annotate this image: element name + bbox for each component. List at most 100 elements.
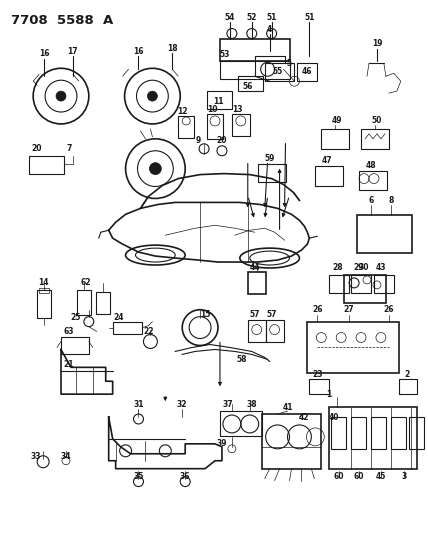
Text: 20: 20 [31, 144, 42, 154]
Text: 57: 57 [266, 310, 277, 319]
Bar [258, 164, 285, 182]
Bar [309, 379, 329, 394]
Text: 56: 56 [243, 82, 253, 91]
Bar [207, 114, 223, 139]
Bar [307, 321, 399, 373]
Circle shape [147, 91, 158, 101]
Text: 34: 34 [61, 453, 71, 461]
Text: 8: 8 [388, 196, 393, 205]
Text: 4: 4 [267, 25, 272, 34]
Bar [321, 129, 349, 149]
Text: 39: 39 [217, 439, 227, 448]
Bar [96, 292, 110, 314]
Text: 63: 63 [64, 327, 74, 336]
Bar [61, 336, 89, 354]
Text: 55: 55 [273, 67, 283, 76]
Bar [29, 156, 64, 174]
Text: 36: 36 [180, 472, 190, 481]
Bar [220, 39, 289, 61]
Text: 46: 46 [302, 67, 312, 76]
Text: 28: 28 [332, 263, 342, 272]
Text: 30: 30 [359, 263, 369, 272]
Bar [265, 63, 294, 81]
Text: 45: 45 [376, 472, 386, 481]
Text: 37: 37 [223, 400, 233, 409]
Bar [113, 321, 143, 334]
Bar [297, 63, 317, 81]
Text: 19: 19 [372, 39, 382, 48]
Text: 32: 32 [177, 400, 187, 409]
Text: 49: 49 [332, 116, 342, 125]
Text: 9: 9 [196, 136, 201, 146]
Bar [266, 320, 283, 342]
Bar [399, 379, 417, 394]
Text: 23: 23 [312, 370, 323, 379]
Bar [39, 288, 49, 293]
Text: 42: 42 [299, 413, 310, 422]
Text: 2: 2 [404, 370, 409, 379]
Bar [248, 320, 266, 342]
Bar [374, 275, 394, 293]
Text: 62: 62 [80, 278, 91, 287]
Text: 11: 11 [213, 96, 223, 106]
Text: 47: 47 [322, 156, 333, 165]
Text: 6: 6 [369, 196, 374, 205]
Text: 26: 26 [312, 305, 323, 314]
Bar [178, 116, 194, 138]
Text: 10: 10 [207, 104, 217, 114]
Text: 60: 60 [334, 472, 345, 481]
Text: 33: 33 [31, 453, 42, 461]
Text: 57: 57 [250, 310, 260, 319]
Text: 7708  5588  A: 7708 5588 A [11, 14, 113, 27]
Bar [315, 166, 343, 185]
Text: 48: 48 [366, 161, 376, 170]
Bar [232, 114, 250, 136]
Text: 12: 12 [177, 107, 187, 116]
Text: 18: 18 [167, 44, 178, 53]
Text: 40: 40 [329, 413, 339, 422]
Bar [248, 272, 266, 294]
Text: 7: 7 [66, 144, 71, 154]
Circle shape [56, 91, 66, 101]
Bar [357, 215, 412, 253]
Text: 1: 1 [327, 390, 332, 399]
Bar [220, 61, 289, 79]
Text: 14: 14 [38, 278, 48, 287]
Text: 24: 24 [113, 313, 124, 322]
Bar [351, 275, 371, 293]
Text: 22: 22 [143, 327, 154, 336]
Bar [220, 411, 262, 436]
Text: 5: 5 [287, 59, 292, 68]
Text: 25: 25 [71, 313, 81, 322]
Text: 27: 27 [344, 305, 354, 314]
Bar [77, 290, 91, 314]
Text: 59: 59 [265, 154, 275, 163]
Bar [331, 417, 346, 449]
Text: 15: 15 [200, 310, 210, 319]
Text: 54: 54 [225, 13, 235, 22]
Bar [361, 129, 389, 149]
Text: 51: 51 [267, 13, 277, 22]
Circle shape [149, 163, 161, 175]
Text: 44: 44 [250, 263, 260, 272]
Text: 52: 52 [247, 13, 257, 22]
Bar [351, 417, 366, 449]
Text: 43: 43 [376, 263, 386, 272]
Bar [238, 76, 263, 91]
Bar [359, 171, 387, 190]
Text: 26: 26 [383, 305, 394, 314]
Bar [37, 290, 51, 318]
Text: 16: 16 [39, 49, 49, 58]
Text: 3: 3 [401, 472, 406, 481]
Text: 16: 16 [133, 47, 144, 56]
Text: 58: 58 [237, 355, 247, 364]
Bar [371, 417, 386, 449]
Text: 41: 41 [282, 402, 293, 411]
Bar [409, 417, 424, 449]
Text: 29: 29 [354, 263, 364, 272]
Text: 53: 53 [220, 50, 230, 59]
Text: 20: 20 [217, 136, 227, 146]
Bar [329, 407, 417, 469]
Text: 51: 51 [304, 13, 315, 22]
Bar [207, 91, 232, 109]
